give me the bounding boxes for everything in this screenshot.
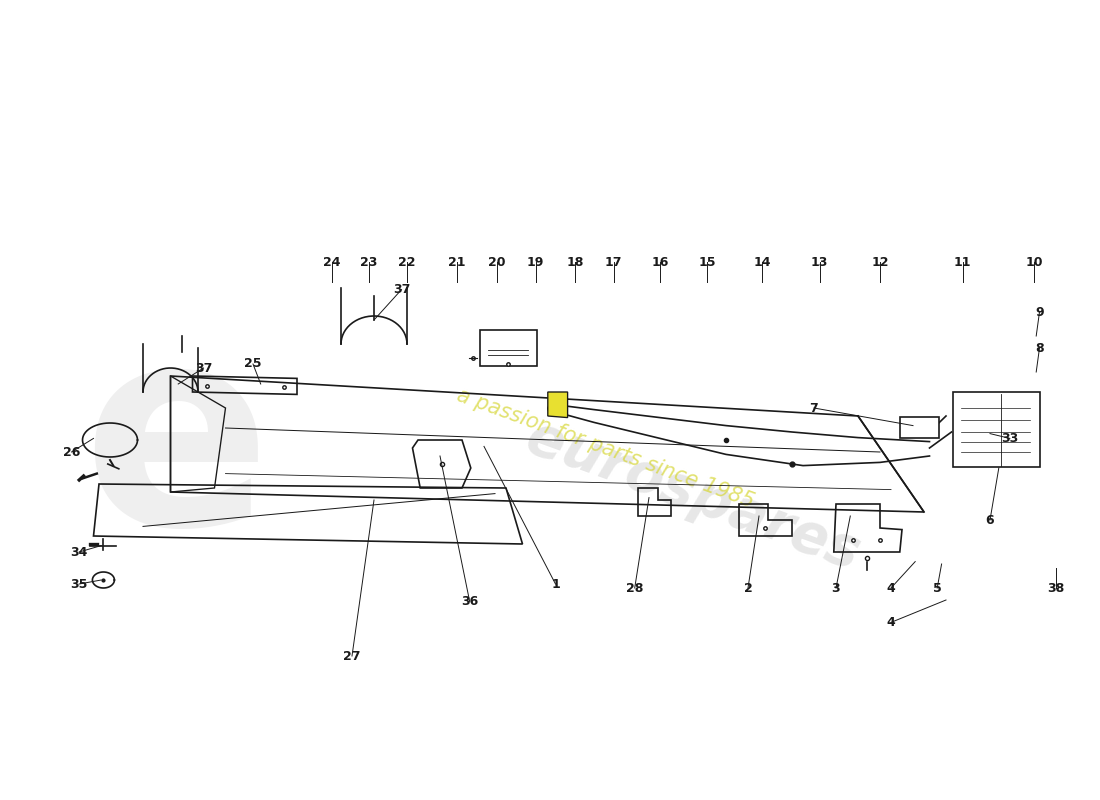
Text: 38: 38 [1047, 582, 1065, 594]
FancyBboxPatch shape [900, 417, 939, 438]
Text: 37: 37 [393, 283, 410, 296]
FancyBboxPatch shape [953, 392, 1040, 467]
Text: 35: 35 [70, 578, 88, 590]
Text: 23: 23 [360, 256, 377, 269]
Text: eurospares: eurospares [519, 410, 867, 582]
Text: 11: 11 [954, 256, 971, 269]
Text: 34: 34 [70, 546, 88, 558]
Text: 1: 1 [551, 578, 560, 590]
Text: 10: 10 [1025, 256, 1043, 269]
Text: 18: 18 [566, 256, 584, 269]
Text: 6: 6 [986, 514, 994, 526]
Text: e: e [81, 313, 271, 583]
Text: 36: 36 [461, 595, 478, 608]
Text: 7: 7 [810, 402, 818, 414]
Text: 19: 19 [527, 256, 544, 269]
Text: a passion for parts since 1985: a passion for parts since 1985 [453, 385, 757, 511]
Text: 28: 28 [626, 582, 644, 594]
FancyBboxPatch shape [480, 330, 537, 366]
Polygon shape [548, 392, 568, 418]
Text: 24: 24 [323, 256, 341, 269]
Text: 12: 12 [871, 256, 889, 269]
Text: 20: 20 [488, 256, 506, 269]
Text: 9: 9 [1035, 306, 1044, 318]
Text: 15: 15 [698, 256, 716, 269]
Text: 4: 4 [887, 616, 895, 629]
Text: 37: 37 [195, 362, 212, 374]
Text: 27: 27 [343, 650, 361, 662]
Text: 25: 25 [244, 358, 262, 370]
Text: 21: 21 [448, 256, 465, 269]
Text: 22: 22 [398, 256, 416, 269]
Text: 4: 4 [887, 582, 895, 594]
Text: 3: 3 [832, 582, 840, 594]
Text: 8: 8 [1035, 342, 1044, 354]
Text: 5: 5 [933, 582, 942, 594]
Text: 26: 26 [63, 446, 80, 458]
Text: 17: 17 [605, 256, 623, 269]
Text: 33: 33 [1001, 432, 1019, 445]
Text: 16: 16 [651, 256, 669, 269]
Text: 13: 13 [811, 256, 828, 269]
Text: 2: 2 [744, 582, 752, 594]
Text: 14: 14 [754, 256, 771, 269]
